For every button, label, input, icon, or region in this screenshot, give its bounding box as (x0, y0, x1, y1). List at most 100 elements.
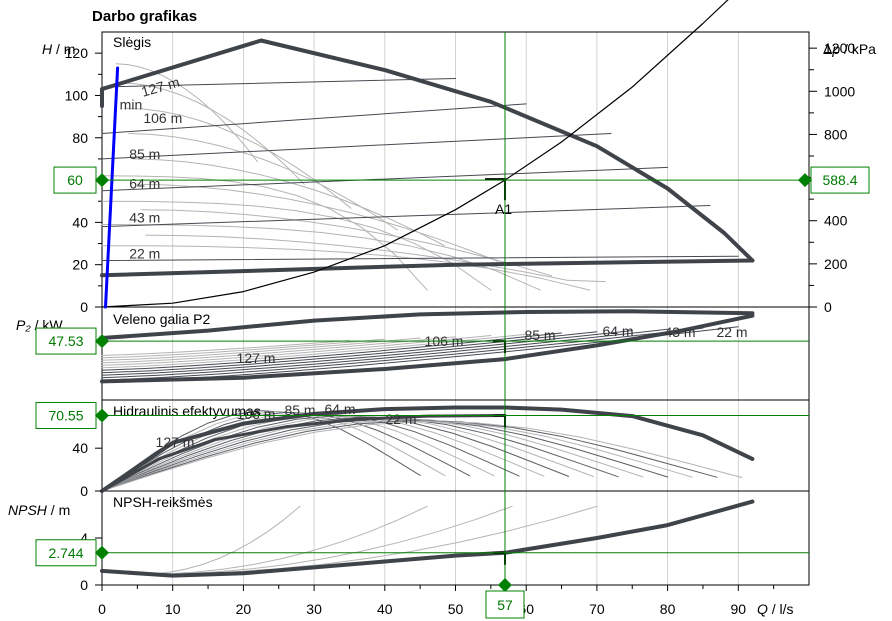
power-curve (101, 327, 704, 381)
speed-label: 85 m (129, 146, 160, 162)
readout-efficiency-box (35, 401, 97, 429)
x-tick-label: 20 (236, 601, 252, 617)
speed-line (101, 103, 527, 134)
power-curve (101, 337, 421, 361)
efficiency-speed-label: 22 m (385, 411, 416, 427)
chart-title: Darbo grafikas (92, 8, 197, 25)
speed-line (101, 205, 711, 228)
power-max-curve (100, 309, 755, 340)
readout-power: 47.53 (48, 333, 83, 349)
power-speed-label: 64 m (602, 323, 633, 339)
efficiency-curve (101, 416, 594, 492)
y-tick-label-right: 800 (824, 126, 848, 142)
speed-line (101, 78, 456, 88)
max-speed-curve (100, 38, 755, 263)
panel-title-head: Slėgis (113, 34, 151, 50)
x-tick-label: 10 (165, 601, 181, 617)
efficiency-curve (101, 412, 495, 492)
panel-title-npsh: NPSH-reikšmės (113, 494, 213, 510)
y-axis-label-pressure: Δp / kPa (823, 41, 876, 57)
readout-head-right-marker (798, 173, 812, 188)
speed-line (101, 255, 739, 261)
y-tick-label-right: 400 (824, 213, 848, 229)
y-tick-label-npsh: 4 (80, 530, 88, 546)
power-speed-label: 43 m (664, 324, 695, 340)
y-tick-label-right: 0 (824, 299, 832, 315)
power-curve (101, 340, 350, 356)
readout-flow-box (485, 590, 525, 619)
x-tick-label: 0 (98, 601, 106, 617)
efficiency-curve (101, 416, 619, 492)
readout-flow-marker (497, 578, 512, 592)
efficiency-speed-label: 127 m (156, 434, 195, 450)
power-curve (101, 331, 598, 374)
power-speed-label: 85 m (524, 327, 555, 343)
efficiency-speed-label: 85 m (284, 402, 315, 418)
iso-curve (124, 107, 352, 209)
x-tick-label: 30 (306, 601, 322, 617)
x-tick-label: 80 (660, 601, 676, 617)
speed-label: 43 m (129, 209, 160, 225)
efficiency-speed-label: 64 m (324, 401, 355, 417)
system-curve (101, 0, 729, 308)
readout-head-left: 60 (67, 172, 83, 188)
speed-curve-grey (101, 245, 591, 291)
speed-line (101, 133, 612, 160)
y-tick-label-left: 80 (72, 130, 88, 146)
efficiency-curve (101, 411, 471, 492)
y-tick-label-right: 1000 (824, 83, 855, 99)
x-tick-label: 40 (377, 601, 393, 617)
readout-npsh: 2.744 (48, 545, 83, 561)
iso-curve (132, 158, 445, 246)
npsh-curve-grey (136, 505, 428, 575)
speed-label: 64 m (129, 176, 160, 192)
efficiency-max-curve (100, 405, 755, 493)
y-tick-label-left: 100 (65, 87, 89, 103)
x-tick-label: 50 (448, 601, 464, 617)
readout-npsh-marker (95, 545, 109, 560)
panel-title-power: Veleno galia P2 (113, 311, 211, 327)
speed-label: 106 m (143, 110, 182, 126)
speed-label: 22 m (129, 245, 160, 261)
power-curve (101, 328, 669, 379)
power-curve (101, 336, 456, 364)
x-tick-label: 70 (589, 601, 605, 617)
x-axis-label: Q / l/s (757, 601, 794, 617)
npsh-curve (100, 499, 755, 578)
efficiency-curve (101, 420, 718, 492)
iso-curve (141, 209, 553, 277)
readout-npsh-box (35, 539, 97, 567)
readout-flow: 57 (497, 597, 513, 613)
min-speed-curve (100, 258, 755, 278)
readout-power-marker (95, 334, 109, 349)
readout-head-left-box (53, 166, 97, 194)
y-tick-label-efficiency: 0 (80, 483, 88, 499)
y-axis-label-head: H / m (42, 41, 75, 57)
power-speed-label: 127 m (237, 350, 276, 366)
y-tick-label-left: 120 (65, 45, 89, 61)
readout-efficiency-marker (95, 408, 109, 423)
speed-line (101, 166, 669, 192)
power-speed-label: 22 m (716, 324, 747, 340)
x-tick-label: 90 (731, 601, 747, 617)
y-tick-label-left: 20 (72, 257, 88, 273)
min-label: min (120, 96, 143, 112)
efficiency-curve (101, 420, 743, 492)
power-curve (101, 338, 386, 359)
npsh-curve-grey (136, 505, 301, 575)
y-tick-label-right: 200 (824, 256, 848, 272)
efficiency-speed-label: 106 m (237, 406, 276, 422)
efficiency-inner-curve (100, 414, 507, 493)
min-flow-line (104, 66, 120, 309)
y-tick-label-right: 1200 (824, 40, 855, 56)
iso-curve (128, 133, 398, 231)
y-tick-label-left: 40 (72, 214, 88, 230)
power-curve (101, 335, 492, 366)
readout-efficiency: 70.55 (48, 407, 83, 423)
y-axis-label-npsh: NPSH / m (8, 502, 70, 518)
readout-head-left-marker (95, 173, 109, 188)
y-tick-label-npsh: 0 (80, 577, 88, 593)
readout-head-right: 588.4 (822, 172, 857, 188)
